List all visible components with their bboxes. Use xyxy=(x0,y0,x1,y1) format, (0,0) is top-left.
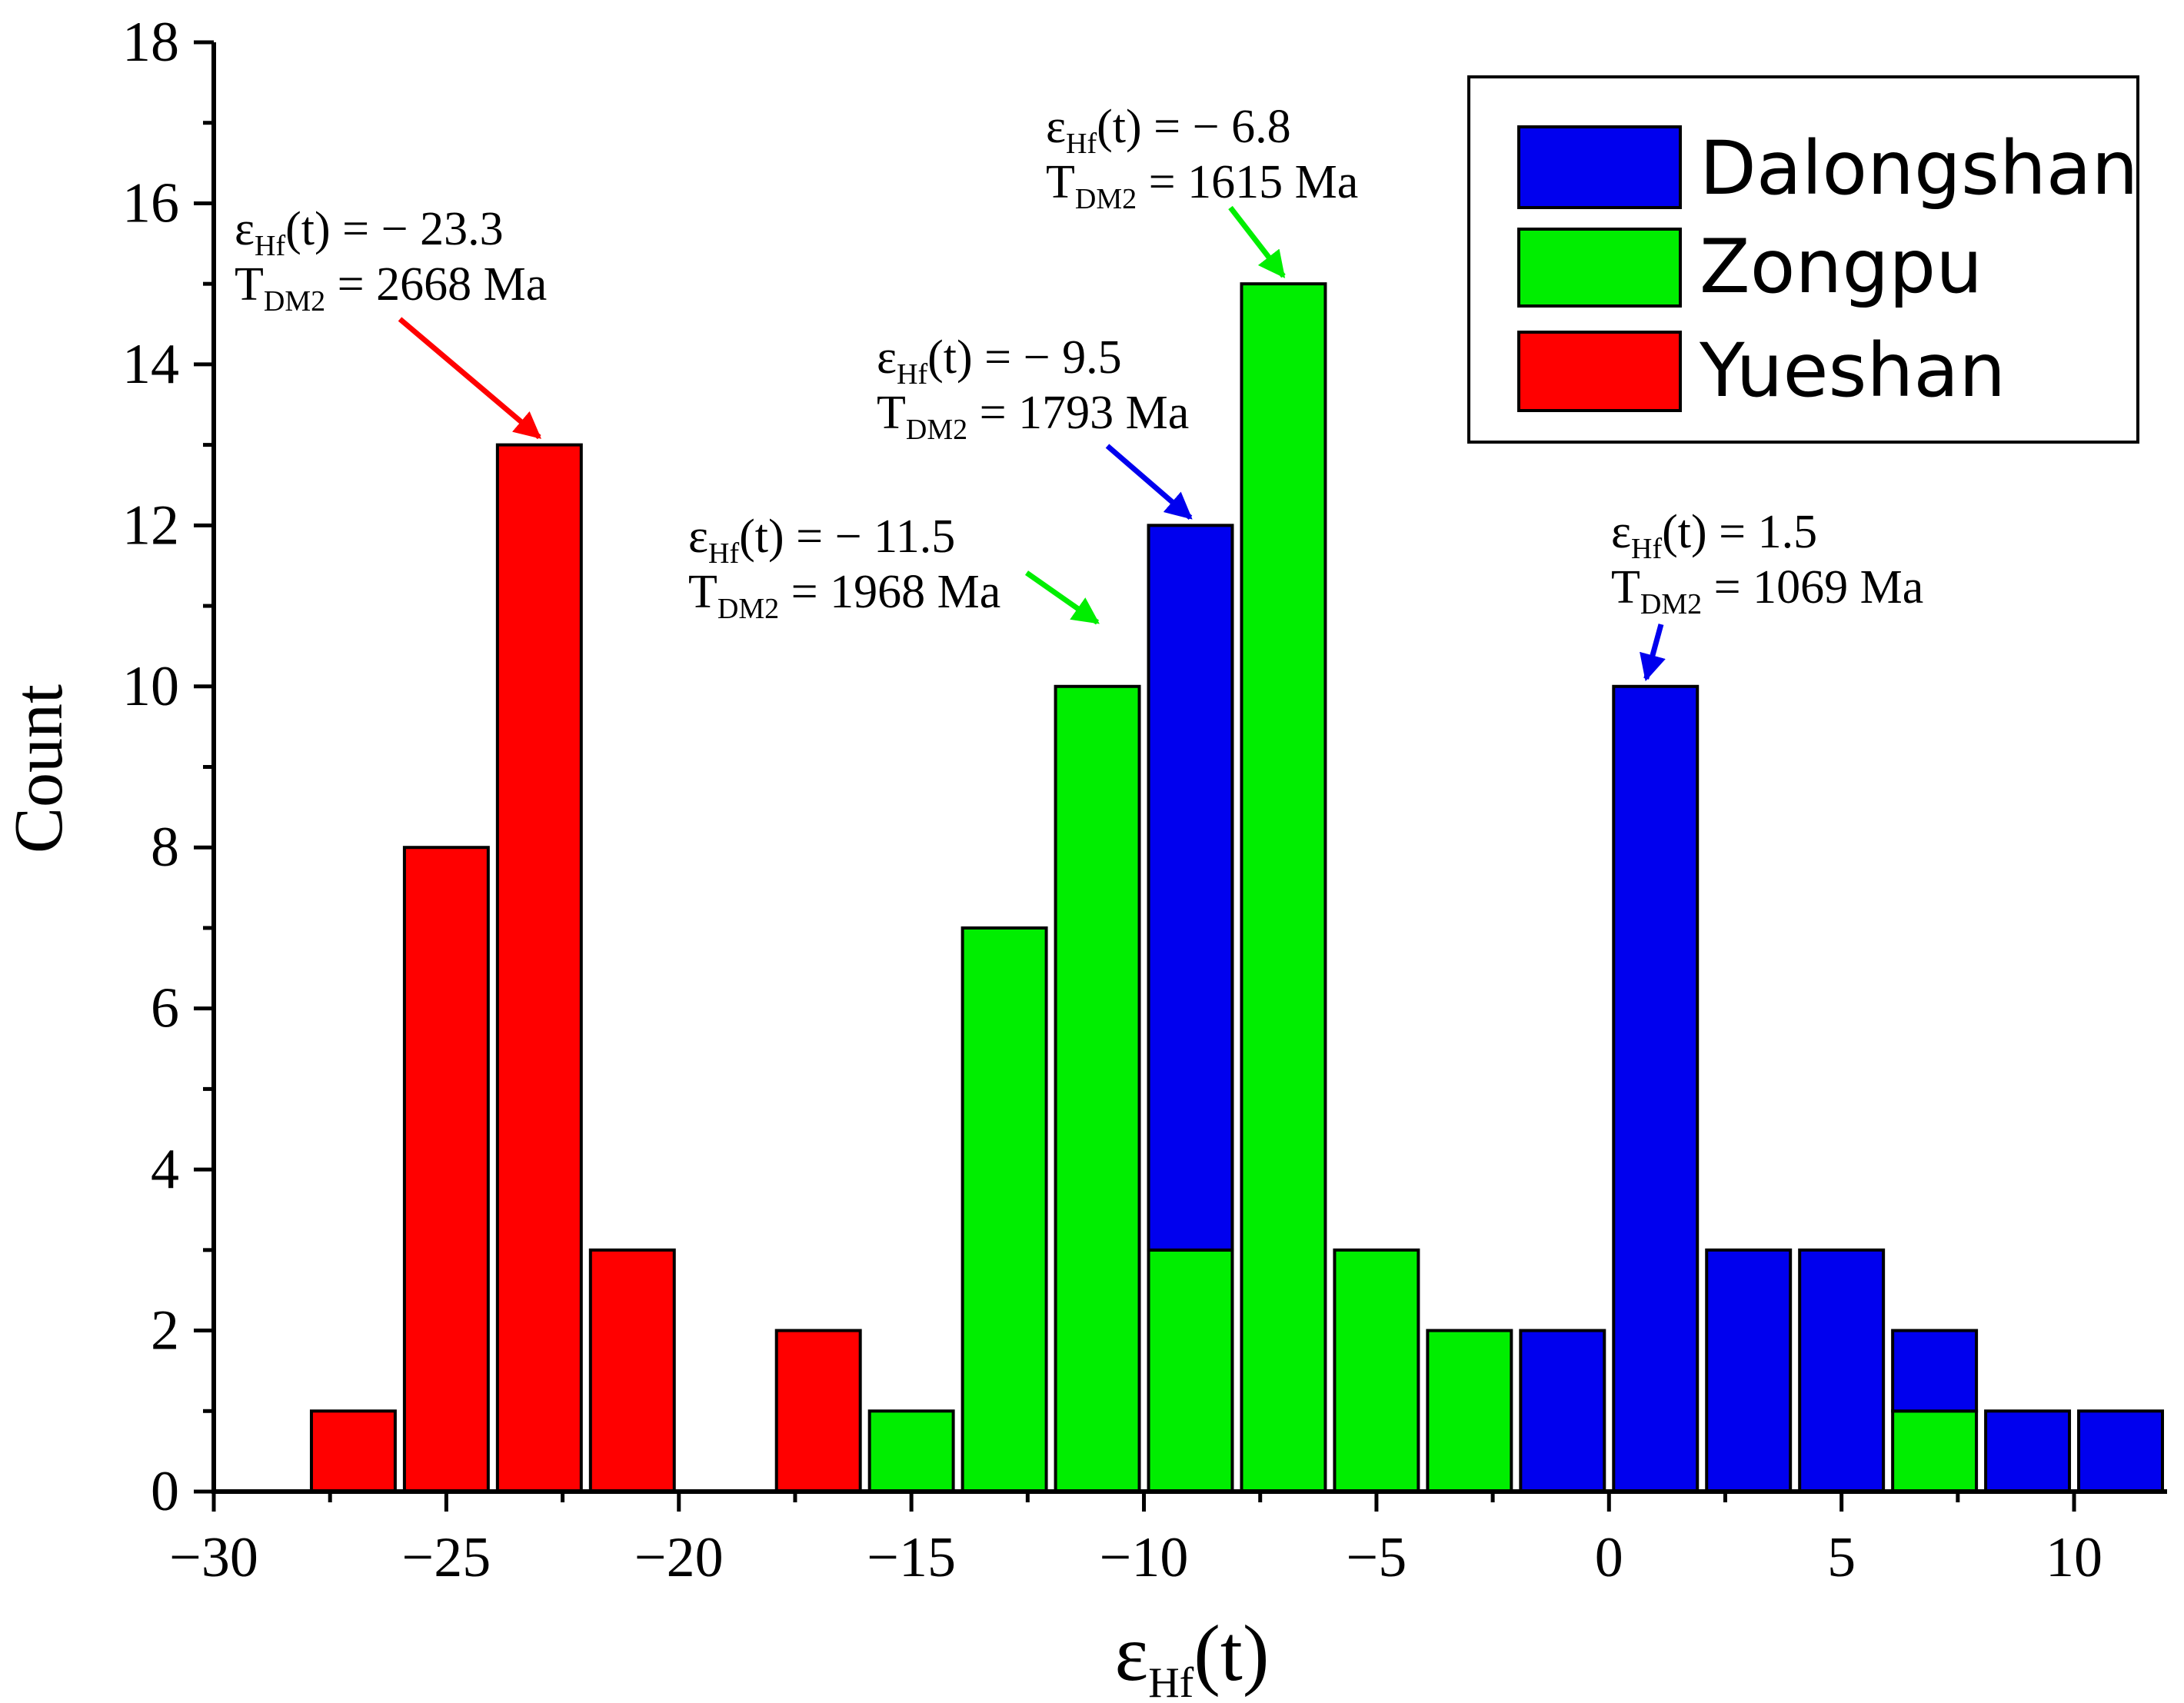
bar-zongpu-0 xyxy=(867,1409,955,1494)
bar-dalongshan-1 xyxy=(1519,1329,1606,1493)
bar-dalongshan-6 xyxy=(1984,1409,2072,1494)
y-tick-label: 6 xyxy=(151,977,179,1040)
x-tick-label: −10 xyxy=(1100,1526,1189,1589)
annotation-ehf-label: εHf(t) = − 9.5 xyxy=(877,331,1122,391)
annotation-arrow xyxy=(398,317,542,440)
x-tick-label: −15 xyxy=(867,1526,956,1589)
annotation-tdm2-label: TDM2 = 2668 Ma xyxy=(235,258,547,318)
x-tick-label: −30 xyxy=(169,1526,258,1589)
legend-label-yueshan: Yueshan xyxy=(1699,328,2006,414)
legend-swatch-dalongshan xyxy=(1517,125,1682,209)
annotation-ehf-label: εHf(t) = − 11.5 xyxy=(688,511,955,570)
y-tick-label: 0 xyxy=(151,1460,179,1523)
x-tick-label: 10 xyxy=(2046,1526,2102,1589)
y-tick-label: 16 xyxy=(122,171,179,234)
x-axis-label-symbol: ε xyxy=(1115,1609,1149,1698)
annotation-tdm2-label: TDM2 = 1968 Ma xyxy=(688,566,1000,625)
x-axis-label: εHf(t) xyxy=(1115,1609,1270,1703)
annotation-ehf-label: εHf(t) = 1.5 xyxy=(1611,506,1817,565)
y-tick-label: 18 xyxy=(122,11,179,74)
y-tick-label: 4 xyxy=(151,1138,179,1201)
bar-dalongshan-7 xyxy=(2077,1409,2164,1494)
x-tick-label: −5 xyxy=(1347,1526,1407,1589)
bar-dalongshan-0 xyxy=(1147,524,1234,1252)
bar-dalongshan-3 xyxy=(1705,1248,1793,1494)
annotation-ehf-label: εHf(t) = − 23.3 xyxy=(235,203,504,262)
bar-zongpu-7 xyxy=(1891,1409,1979,1494)
y-axis-label: Count xyxy=(1,684,77,853)
bar-zongpu-5 xyxy=(1333,1248,1420,1494)
annotation-tdm2-label: TDM2 = 1793 Ma xyxy=(877,387,1189,446)
bar-zongpu-2 xyxy=(1054,684,1141,1493)
y-tick-label: 12 xyxy=(122,494,179,557)
y-tick-label: 8 xyxy=(151,816,179,879)
x-tick-label: −20 xyxy=(634,1526,724,1589)
y-tick-label: 2 xyxy=(151,1299,179,1362)
bar-zongpu-3 xyxy=(1147,1248,1234,1494)
bar-yueshan-1 xyxy=(402,846,490,1493)
annotation-tdm2-label: TDM2 = 1615 Ma xyxy=(1046,156,1358,215)
bar-yueshan-0 xyxy=(309,1409,397,1494)
legend-label-zongpu: Zongpu xyxy=(1700,224,1983,310)
annotation-arrow xyxy=(1228,205,1286,278)
y-tick-label: 10 xyxy=(122,655,179,718)
annotation-arrow xyxy=(1024,570,1100,625)
y-tick-label: 14 xyxy=(122,333,179,396)
legend-swatch-yueshan xyxy=(1517,331,1682,412)
annotation-tdm2-label: TDM2 = 1069 Ma xyxy=(1611,561,1923,620)
bar-zongpu-1 xyxy=(960,926,1048,1493)
bar-dalongshan-4 xyxy=(1798,1248,1886,1494)
legend: Dalongshan Zongpu Yueshan xyxy=(1467,75,2139,444)
x-tick-label: 0 xyxy=(1595,1526,1623,1589)
annotation-arrow xyxy=(1640,624,1666,682)
bars-layer xyxy=(309,282,2164,1494)
bar-yueshan-2 xyxy=(495,443,583,1493)
legend-label-dalongshan: Dalongshan xyxy=(1700,125,2138,211)
bar-dalongshan-2 xyxy=(1612,684,1700,1493)
annotation-ehf-label: εHf(t) = − 6.8 xyxy=(1046,101,1291,160)
bar-zongpu-4 xyxy=(1240,282,1327,1494)
x-tick-label: −25 xyxy=(402,1526,491,1589)
bar-yueshan-4 xyxy=(774,1329,862,1493)
annotation-arrow xyxy=(1105,444,1193,520)
bar-zongpu-6 xyxy=(1426,1329,1513,1493)
legend-swatch-zongpu xyxy=(1517,228,1682,308)
bar-yueshan-3 xyxy=(588,1248,676,1494)
x-tick-label: 5 xyxy=(1827,1526,1856,1589)
x-axis-label-subscript: Hf xyxy=(1148,1659,1194,1703)
x-axis-label-suffix: (t) xyxy=(1194,1609,1269,1698)
bar-dalongshan-5 xyxy=(1891,1329,1979,1413)
axes-layer: 0 2 4 6 8 10 12 14 16 18 −30 −25 −20 −15 −10 −5 0 5 10 xyxy=(122,11,2167,1589)
